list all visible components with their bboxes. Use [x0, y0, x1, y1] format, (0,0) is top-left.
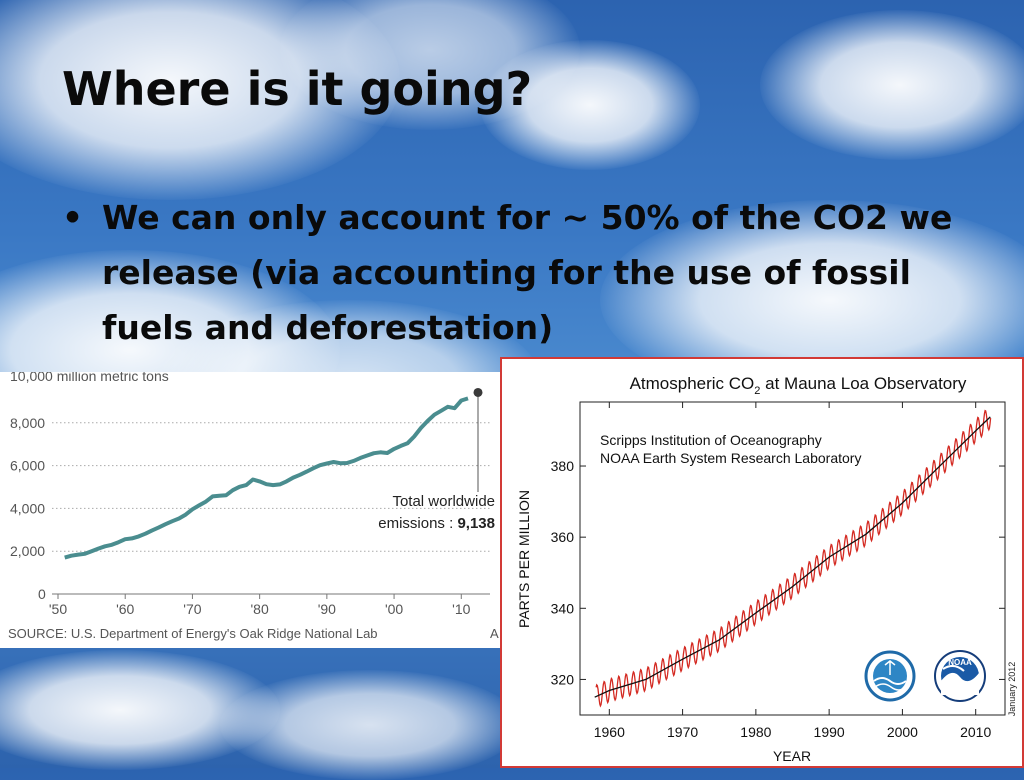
- emissions-x-tick-label: '70: [183, 601, 201, 617]
- keeling-trend-series: [594, 416, 991, 698]
- emissions-x-tick-label: '50: [49, 601, 67, 617]
- keeling-x-tick-label: 1980: [740, 724, 771, 740]
- scripps-logo: [864, 650, 916, 702]
- keeling-x-axis-label: YEAR: [773, 748, 811, 764]
- emissions-y-tick-label: 2,000: [10, 543, 45, 559]
- emissions-chart-panel: 0 2,000 4,000 6,000 8,000 10,000 million metr…: [0, 368, 504, 648]
- bullet-text: We can only account for ~ 50% of the CO2…: [102, 198, 953, 347]
- emissions-grid: [52, 422, 490, 595]
- keeling-x-tick-label: 2000: [887, 724, 918, 740]
- emissions-x-tick-label: '10: [452, 601, 470, 617]
- keeling-institution-2: NOAA Earth System Research Laboratory: [600, 450, 861, 466]
- emissions-x-ticks: '50 '60 '70 '80 '90 '00 '10: [49, 594, 471, 617]
- noaa-logo: NOAA: [934, 650, 986, 702]
- emissions-y-tick-label: 6,000: [10, 458, 45, 474]
- emissions-x-tick-label: '80: [251, 601, 269, 617]
- keeling-y-tick-label: 360: [551, 529, 575, 545]
- emissions-series-line: [64, 396, 469, 560]
- emissions-y-tick-label: 8,000: [10, 415, 45, 431]
- keeling-x-ticks: 1960 1970 1980 1990 2000 2010: [594, 402, 991, 740]
- keeling-institution-1: Scripps Institution of Oceanography: [600, 432, 822, 448]
- bullet-symbol: •: [62, 198, 84, 237]
- emissions-source: SOURCE: U.S. Department of Energy's Oak …: [8, 626, 378, 641]
- keeling-title-main: Atmospheric CO: [630, 374, 755, 393]
- keeling-title-rest: at Mauna Loa Observatory: [760, 374, 967, 393]
- keeling-date-note: January 2012: [1007, 662, 1017, 717]
- emissions-x-tick-label: '90: [318, 601, 336, 617]
- emissions-y-ticks: 0 2,000 4,000 6,000 8,000 10,000 million metr…: [10, 368, 169, 602]
- keeling-plot-frame: [579, 401, 1006, 716]
- emissions-annotation-value: 9,138: [457, 515, 495, 532]
- keeling-y-tick-label: 340: [551, 600, 575, 616]
- emissions-y-tick-label: 4,000: [10, 500, 45, 516]
- keeling-chart: Atmospheric CO2 at Mauna Loa Observatory…: [516, 374, 1017, 764]
- emissions-x-tick-label: '60: [116, 601, 134, 617]
- keeling-chart-panel: Atmospheric CO2 at Mauna Loa Observatory…: [500, 357, 1024, 768]
- noaa-logo-text: NOAA: [948, 658, 972, 667]
- keeling-y-tick-label: 380: [551, 458, 575, 474]
- keeling-y-tick-label: 320: [551, 671, 575, 687]
- emissions-chart: 0 2,000 4,000 6,000 8,000 10,000 million metr…: [8, 368, 499, 641]
- emissions-end-point: [473, 387, 483, 397]
- keeling-y-axis-label: PARTS PER MILLION: [516, 490, 532, 628]
- emissions-annotation-label2: emissions :: [378, 515, 457, 532]
- emissions-source-cutoff: A: [490, 626, 499, 641]
- keeling-title-subscript: 2: [754, 385, 760, 397]
- slide-title: Where is it going?: [62, 62, 533, 116]
- emissions-y-tick-label: 10,000 million metric tons: [10, 372, 169, 384]
- keeling-x-tick-label: 1970: [667, 724, 698, 740]
- keeling-x-tick-label: 2010: [960, 724, 991, 740]
- keeling-y-ticks: 320 340 360 380: [551, 458, 1005, 687]
- keeling-x-tick-label: 1990: [814, 724, 845, 740]
- keeling-x-tick-label: 1960: [594, 724, 625, 740]
- keeling-chart-title: Atmospheric CO2 at Mauna Loa Observatory: [630, 374, 967, 397]
- emissions-annotation-label: Total worldwide: [392, 493, 495, 510]
- emissions-y-tick-label: 0: [38, 586, 46, 602]
- emissions-annotation-value-line: emissions : 9,138: [378, 515, 495, 532]
- emissions-x-tick-label: '00: [385, 601, 403, 617]
